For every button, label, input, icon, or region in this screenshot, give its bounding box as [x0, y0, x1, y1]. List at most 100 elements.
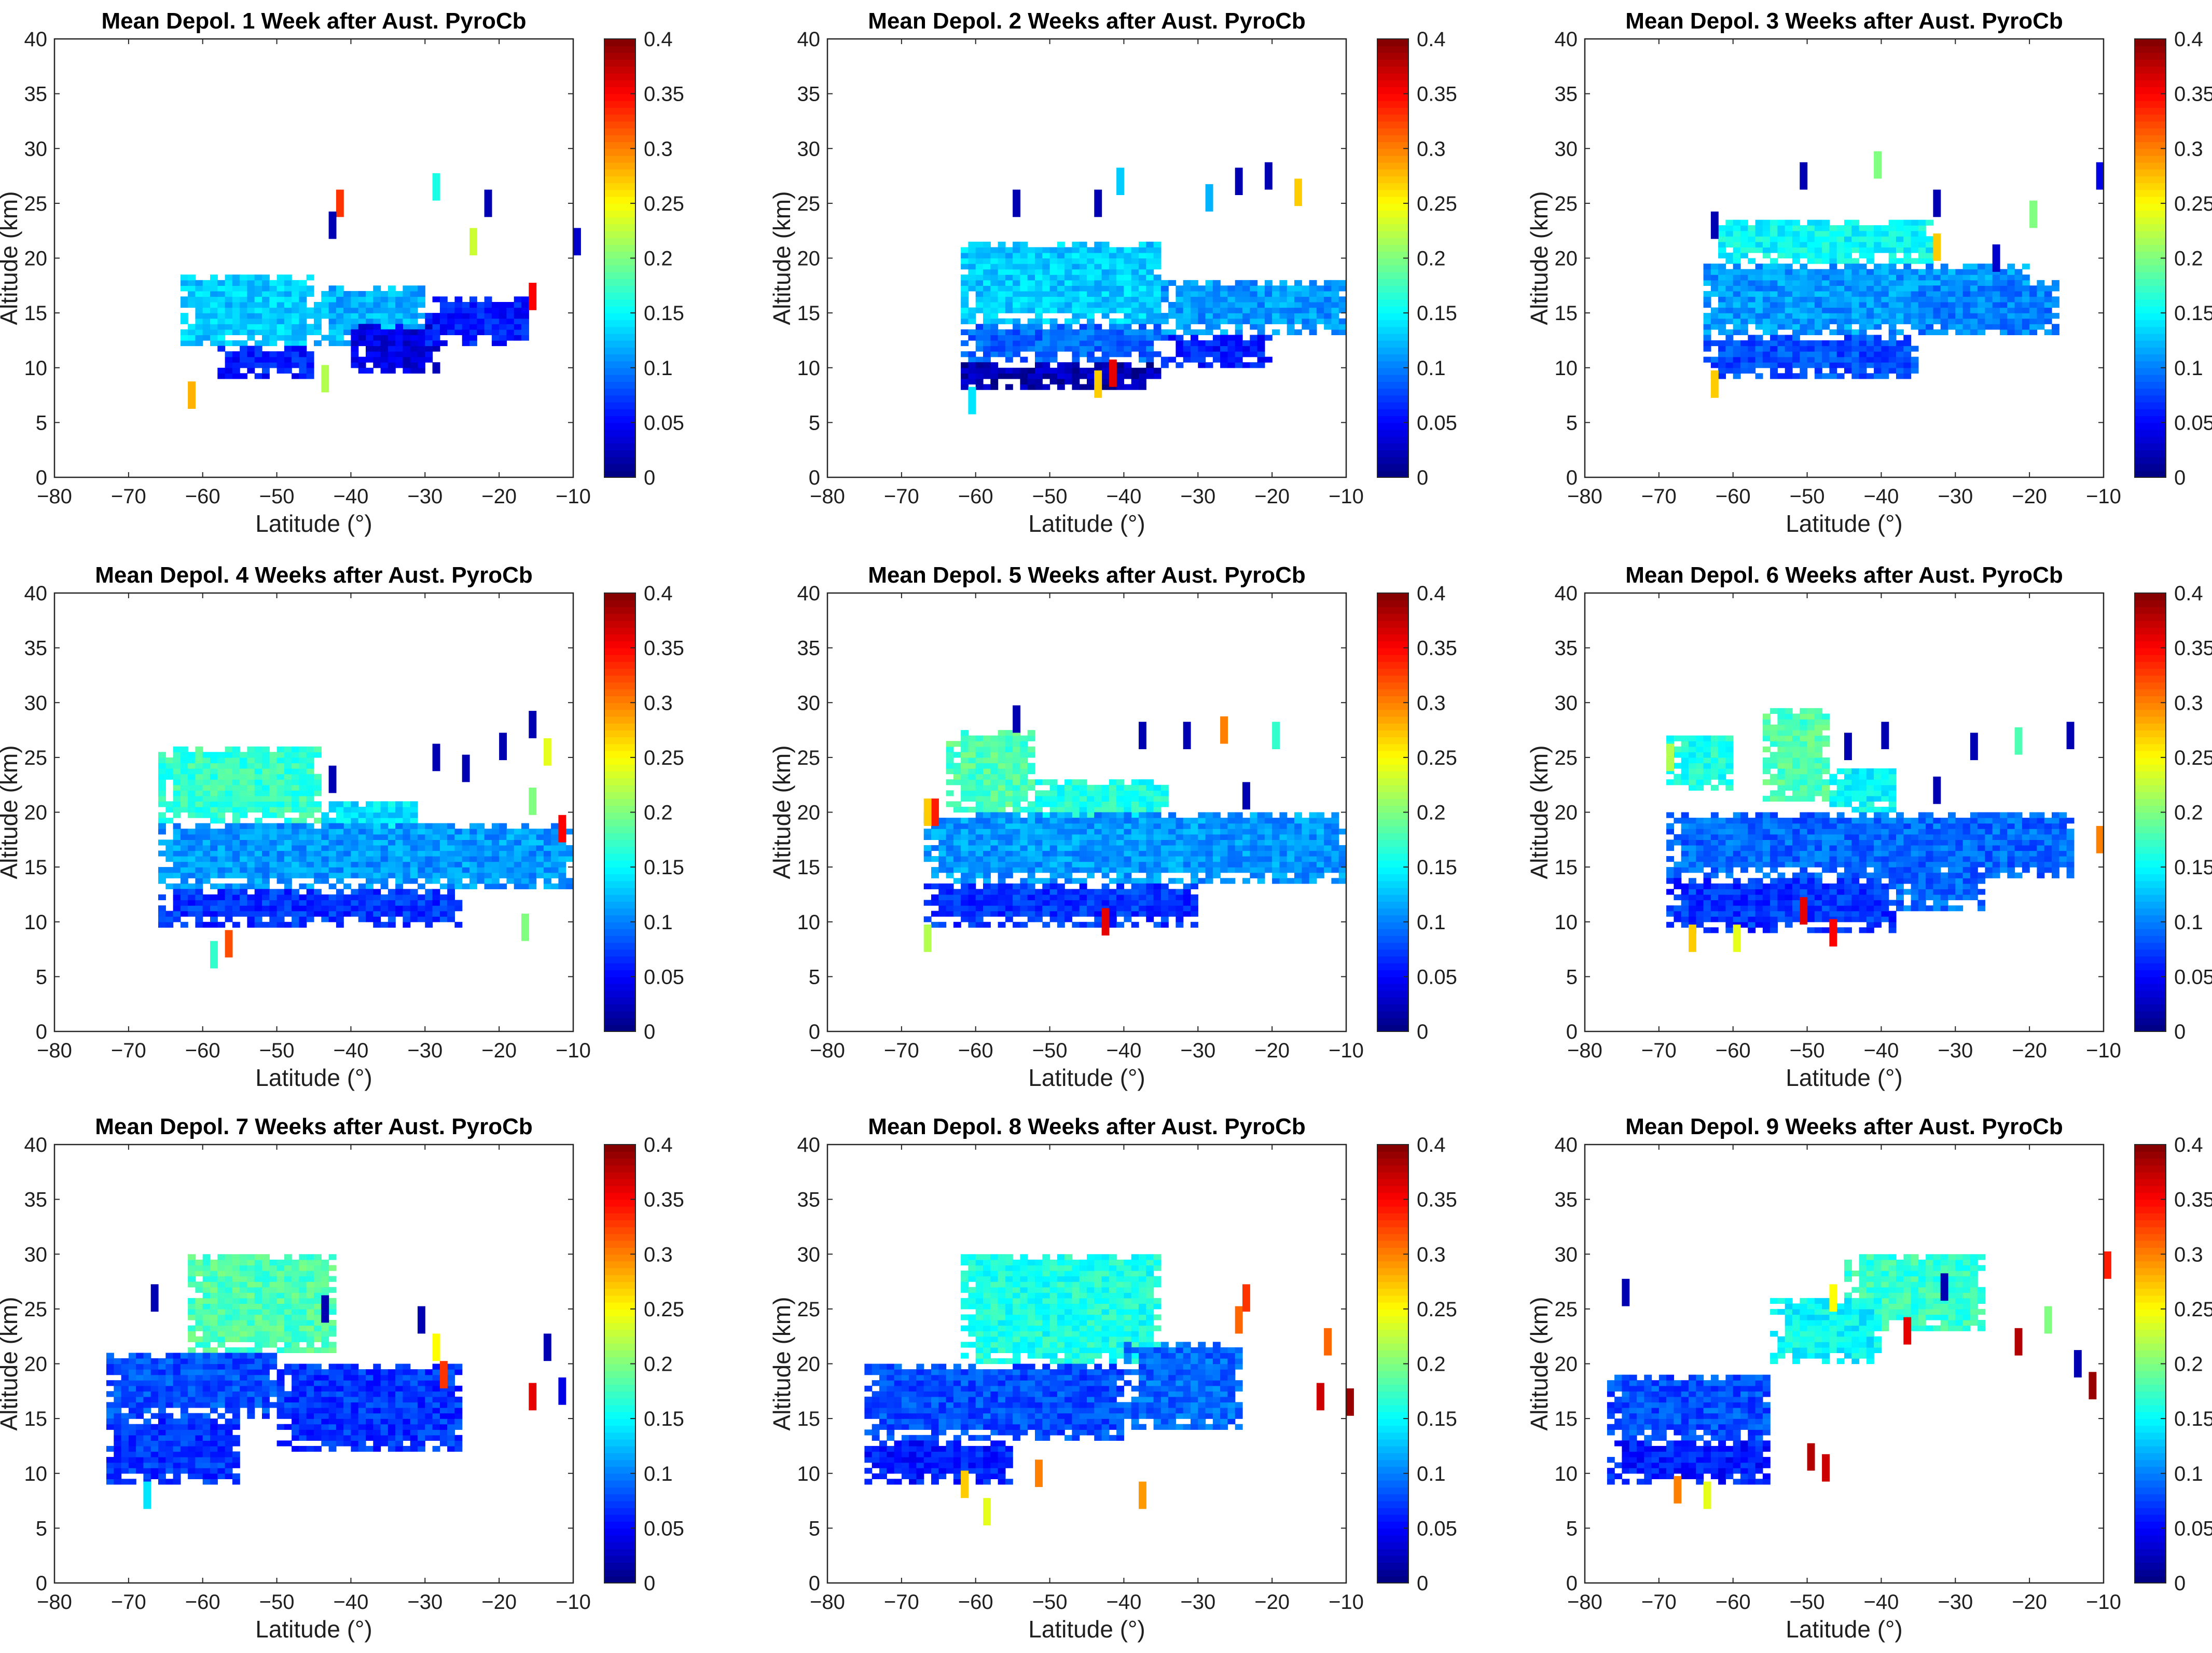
- data-cell: [1718, 346, 1726, 352]
- data-cell: [269, 324, 278, 330]
- y-tick-label: 25: [1555, 192, 1578, 215]
- data-cell: [366, 351, 374, 357]
- data-cell: [998, 834, 1006, 840]
- data-cell: [1903, 225, 1912, 231]
- data-cell: [1146, 806, 1154, 813]
- data-cell: [990, 790, 999, 796]
- colorbar-step: [1377, 176, 1408, 184]
- data-cell: [1955, 329, 1964, 335]
- data-cell: [366, 356, 374, 363]
- data-cell: [418, 285, 425, 292]
- data-cell: [1836, 285, 1845, 292]
- data-cell: [1770, 346, 1778, 352]
- data-cell: [306, 746, 314, 752]
- data-cell: [975, 296, 984, 302]
- data-cell: [336, 291, 344, 297]
- data-cell: [1020, 335, 1028, 341]
- data-cell: [1755, 219, 1763, 226]
- data-cell: [425, 867, 433, 873]
- data-cell: [1042, 878, 1050, 884]
- data-cell: [373, 329, 381, 335]
- colorbar-step: [1377, 436, 1408, 444]
- data-cell: [975, 834, 984, 840]
- data-cell: [395, 812, 403, 818]
- data-cell: [2037, 285, 2045, 292]
- data-cell: [254, 307, 262, 313]
- data-cell: [1955, 318, 1964, 324]
- data-cell: [975, 269, 984, 275]
- data-cell: [975, 867, 984, 873]
- x-tick-label: −70: [111, 485, 146, 508]
- data-cell: [403, 346, 411, 352]
- data-cell: [1272, 285, 1280, 292]
- data-cell: [299, 900, 307, 906]
- data-cell: [1851, 280, 1860, 286]
- data-cell: [225, 373, 233, 379]
- data-cell: [1116, 302, 1124, 308]
- data-cell: [388, 861, 396, 867]
- data-cell: [968, 741, 976, 747]
- colorbar-step: [1377, 148, 1408, 156]
- data-cell: [1020, 795, 1028, 802]
- data-cell: [1985, 313, 1993, 319]
- data-cell: [366, 812, 374, 818]
- data-cell: [1829, 351, 1837, 357]
- data-cell: [1250, 302, 1258, 308]
- data-cell: [276, 850, 285, 857]
- data-cell: [1896, 230, 1904, 237]
- data-cell: [1836, 241, 1845, 247]
- data-cell: [343, 911, 351, 917]
- data-cell: [1101, 313, 1110, 319]
- colorbar-step: [1377, 388, 1408, 396]
- data-cell: [1153, 264, 1162, 270]
- data-cell: [983, 335, 991, 341]
- data-cell: [998, 790, 1006, 796]
- data-cell: [1087, 839, 1095, 846]
- data-cell: [1822, 362, 1830, 368]
- data-cell: [1094, 274, 1102, 281]
- data-cell: [403, 340, 411, 347]
- data-cell: [366, 889, 374, 895]
- data-cell: [1888, 225, 1897, 231]
- data-cell: [968, 839, 976, 846]
- data-cell: [366, 856, 374, 862]
- data-cell: [983, 346, 991, 352]
- data-cell: [276, 307, 285, 313]
- data-cell: [418, 829, 425, 835]
- data-cell: [373, 839, 381, 846]
- data-cell: [410, 823, 418, 829]
- data-cell: [1970, 274, 1978, 281]
- data-cell: [1733, 302, 1741, 308]
- data-cell: [1013, 779, 1020, 786]
- data-cell: [1235, 285, 1243, 292]
- data-cell: [975, 806, 984, 813]
- colorbar-step: [2135, 258, 2166, 266]
- data-cell: [983, 351, 991, 357]
- data-cell: [998, 741, 1006, 747]
- data-cell: [343, 829, 351, 835]
- data-cell: [299, 916, 307, 922]
- data-cell: [314, 911, 322, 917]
- data-cell: [1324, 324, 1332, 330]
- data-cell: [2044, 318, 2052, 324]
- data-cell: [1822, 247, 1830, 253]
- data-cell: [961, 252, 969, 259]
- data-cell: [1822, 269, 1830, 275]
- data-cell: [1057, 861, 1065, 867]
- data-cell: [923, 856, 932, 862]
- data-cell: [1153, 329, 1162, 335]
- data-cell: [1718, 373, 1726, 379]
- data-cell: [269, 823, 278, 829]
- data-cell: [1785, 296, 1793, 302]
- data-cell: [1109, 340, 1117, 347]
- data-cell: [1109, 274, 1117, 281]
- data-cell: [1710, 285, 1719, 292]
- data-cell: [336, 872, 344, 878]
- data-cell: [217, 861, 226, 867]
- colorbar-step: [1377, 46, 1408, 53]
- data-cell: [1888, 340, 1897, 347]
- data-cell: [968, 746, 976, 752]
- data-cell: [462, 829, 470, 835]
- data-cell: [439, 823, 448, 829]
- data-cell: [514, 856, 522, 862]
